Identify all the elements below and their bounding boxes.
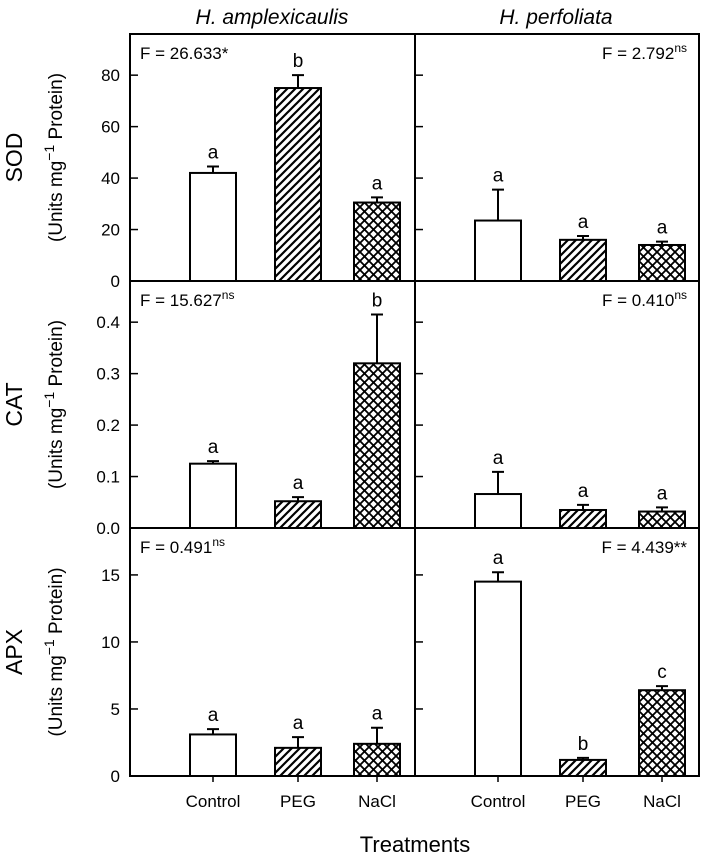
cat-units-label: (Units mg−1 Protein) bbox=[41, 320, 67, 489]
cat-perfoliata-letter-nacl: a bbox=[657, 483, 668, 504]
apx-perfoliata-errorbar-peg bbox=[577, 756, 589, 760]
cat-ytick-label: 0.3 bbox=[96, 365, 120, 384]
cat-amplexicaulis-f-statistic: F = 15.627ns bbox=[140, 288, 234, 310]
apx-units-label: (Units mg−1 Protein) bbox=[41, 567, 67, 736]
cat-perfoliata-f-statistic: F = 0.410ns bbox=[602, 288, 687, 310]
apx-perfoliata-bar-control bbox=[474, 580, 522, 778]
sod-amplexicaulis-errorbar-peg bbox=[292, 74, 304, 89]
apx-amplexicaulis-panel-frame bbox=[129, 527, 416, 777]
sod-perfoliata-letter-nacl: a bbox=[657, 218, 668, 239]
apx-perfoliata-letter-control: a bbox=[493, 548, 504, 569]
sod-row-title: SOD bbox=[1, 133, 27, 183]
sod-perfoliata-letter-peg: a bbox=[578, 212, 589, 233]
cat-row-title: CAT bbox=[1, 382, 27, 426]
cat-perfoliata-errorbar-peg bbox=[577, 503, 589, 510]
sod-ytick-label: 80 bbox=[101, 66, 120, 85]
sod-ytick-label: 60 bbox=[101, 118, 120, 137]
sod-perfoliata-bar-peg bbox=[559, 238, 607, 282]
apx-amplexicaulis-letter-control: a bbox=[208, 705, 219, 726]
cat-amplexicaulis-bar-peg bbox=[274, 500, 322, 530]
apx-row-title: APX bbox=[1, 629, 27, 675]
cat-amplexicaulis-errorbar-nacl bbox=[371, 313, 383, 364]
cat-ytick-label: 0.1 bbox=[96, 468, 120, 487]
sod-amplexicaulis-letter-nacl: a bbox=[372, 173, 383, 194]
sod-perfoliata-panel-frame bbox=[414, 33, 700, 282]
cat-perfoliata-errorbar-control bbox=[492, 470, 504, 495]
sod-units-label: (Units mg−1 Protein) bbox=[41, 73, 67, 242]
cat-perfoliata-errorbar-nacl bbox=[656, 506, 668, 512]
apx-amplexicaulis-errorbar-nacl bbox=[371, 726, 383, 744]
apx-ytick-label: 5 bbox=[111, 700, 120, 719]
sod-ytick-label: 40 bbox=[101, 169, 120, 188]
x-label-perfoliata-peg: PEG bbox=[565, 792, 601, 811]
cat-perfoliata-bar-control bbox=[474, 493, 522, 530]
apx-amplexicaulis-bar-peg bbox=[274, 746, 322, 777]
sod-amplexicaulis-f-statistic: F = 26.633* bbox=[140, 44, 229, 63]
x-label-amplexicaulis-control: Control bbox=[186, 792, 241, 811]
apx-ytick-label: 0 bbox=[111, 767, 120, 786]
apx-perfoliata-errorbar-control bbox=[492, 571, 504, 582]
cat-perfoliata-bar-peg bbox=[559, 508, 607, 530]
cat-amplexicaulis-letter-peg: a bbox=[293, 473, 304, 494]
sod-perfoliata-errorbar-nacl bbox=[656, 240, 668, 245]
sod-amplexicaulis-letter-control: a bbox=[208, 143, 219, 164]
plot-layer: 0 20 40 60 80 SOD (Units mg−1 Protein) a b a F = 2… bbox=[1, 33, 700, 811]
sod-perfoliata-bar-nacl bbox=[638, 243, 686, 283]
apx-perfoliata-panel-frame bbox=[414, 527, 700, 777]
sod-perfoliata-errorbar-control bbox=[492, 188, 504, 221]
sod-amplexicaulis-bar-nacl bbox=[353, 201, 401, 283]
cat-perfoliata-letter-peg: a bbox=[578, 481, 589, 502]
sod-perfoliata-bar-control bbox=[474, 219, 522, 282]
column-title-right: H. perfoliata bbox=[499, 6, 612, 29]
apx-perfoliata-errorbar-nacl bbox=[656, 685, 668, 691]
apx-amplexicaulis-f-statistic: F = 0.491ns bbox=[140, 535, 225, 557]
apx-ytick-label: 10 bbox=[101, 633, 120, 652]
cat-perfoliata-bar-nacl bbox=[638, 510, 686, 529]
sod-amplexicaulis-letter-peg: b bbox=[293, 51, 304, 72]
apx-perfoliata-letter-nacl: c bbox=[657, 662, 667, 683]
x-label-amplexicaulis-nacl: NaCl bbox=[358, 792, 396, 811]
apx-amplexicaulis-errorbar-control bbox=[207, 728, 219, 735]
cat-amplexicaulis-letter-control: a bbox=[208, 437, 219, 458]
apx-perfoliata-f-statistic: F = 4.439** bbox=[601, 538, 687, 557]
apx-perfoliata-letter-peg: b bbox=[578, 734, 589, 755]
apx-amplexicaulis-bar-control bbox=[189, 733, 237, 777]
cat-amplexicaulis-errorbar-control bbox=[207, 460, 219, 464]
apx-amplexicaulis-letter-nacl: a bbox=[372, 704, 383, 725]
cat-amplexicaulis-bar-nacl bbox=[353, 362, 401, 530]
sod-amplexicaulis-bar-control bbox=[189, 171, 237, 282]
cat-amplexicaulis-letter-nacl: b bbox=[372, 290, 383, 311]
cat-perfoliata-letter-control: a bbox=[493, 448, 504, 469]
column-title-left: H. amplexicaulis bbox=[196, 6, 349, 29]
cat-ytick-label: 0.0 bbox=[96, 519, 120, 538]
apx-amplexicaulis-errorbar-peg bbox=[292, 736, 304, 748]
cat-amplexicaulis-errorbar-peg bbox=[292, 496, 304, 502]
sod-amplexicaulis-errorbar-nacl bbox=[371, 196, 383, 203]
sod-perfoliata-letter-control: a bbox=[493, 166, 504, 187]
apx-ytick-label: 15 bbox=[101, 566, 120, 585]
apx-amplexicaulis-letter-peg: a bbox=[293, 713, 304, 734]
cat-amplexicaulis-bar-control bbox=[189, 462, 237, 530]
cat-ytick-label: 0.4 bbox=[96, 313, 120, 332]
apx-perfoliata-bar-nacl bbox=[638, 689, 686, 777]
cat-ytick-label: 0.2 bbox=[96, 416, 120, 435]
x-label-perfoliata-nacl: NaCl bbox=[643, 792, 681, 811]
sod-ytick-label: 20 bbox=[101, 221, 120, 240]
apx-perfoliata-bar-peg bbox=[559, 758, 607, 777]
sod-perfoliata-f-statistic: F = 2.792ns bbox=[602, 41, 687, 63]
sod-perfoliata-errorbar-peg bbox=[577, 234, 589, 240]
apx-amplexicaulis-bar-nacl bbox=[353, 742, 401, 777]
sod-amplexicaulis-bar-peg bbox=[274, 87, 322, 282]
x-label-amplexicaulis-peg: PEG bbox=[280, 792, 316, 811]
x-label-perfoliata-control: Control bbox=[471, 792, 526, 811]
x-axis-title: Treatments bbox=[360, 832, 470, 857]
sod-amplexicaulis-errorbar-control bbox=[207, 165, 219, 173]
sod-ytick-label: 0 bbox=[111, 272, 120, 291]
